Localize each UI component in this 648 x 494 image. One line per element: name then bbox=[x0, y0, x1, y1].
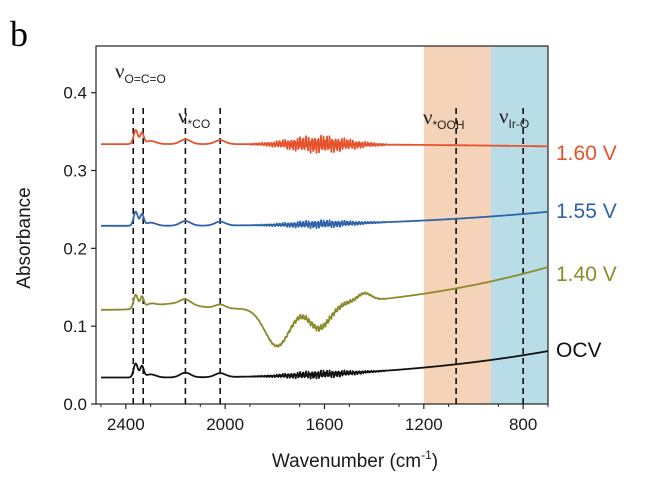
series-line-3 bbox=[100, 266, 549, 348]
plot-frame bbox=[95, 45, 549, 405]
series-label-1: 1.60 V bbox=[556, 142, 617, 165]
x-tick-label-1200: 1200 bbox=[405, 415, 443, 434]
y-tick-label-4: 0.4 bbox=[63, 84, 87, 103]
x-axis-label: Wavenumber (cm-1) bbox=[272, 448, 438, 472]
x-tick-label-2000: 2000 bbox=[206, 415, 244, 434]
y-tick-label-0: 0.0 bbox=[63, 395, 87, 414]
series-label-2: 1.55 V bbox=[556, 200, 617, 223]
x-tick-label-1600: 1600 bbox=[306, 415, 344, 434]
annotation-4: νIr-O bbox=[499, 104, 529, 131]
series-label-4: OCV bbox=[556, 339, 602, 362]
shaded-region-1 bbox=[423, 46, 491, 404]
panel-label: b bbox=[10, 14, 28, 54]
series-line-1 bbox=[100, 129, 549, 154]
shaded-region-2 bbox=[490, 46, 548, 404]
y-tick-label-1: 0.1 bbox=[63, 317, 87, 336]
y-tick-label-2: 0.2 bbox=[63, 239, 87, 258]
annotation-2: ν*CO bbox=[178, 104, 210, 131]
y-tick-label-3: 0.3 bbox=[63, 162, 87, 181]
series-label-3: 1.40 V bbox=[556, 263, 617, 286]
annotation-3: ν*OOH bbox=[423, 105, 465, 132]
x-tick-label-2400: 2400 bbox=[107, 415, 145, 434]
series-line-4 bbox=[100, 350, 549, 380]
x-tick-label-800: 800 bbox=[509, 415, 537, 434]
y-axis-label: Absorbance bbox=[14, 187, 35, 288]
series-line-2 bbox=[100, 210, 549, 229]
annotation-1: νO=C=O bbox=[115, 59, 166, 86]
